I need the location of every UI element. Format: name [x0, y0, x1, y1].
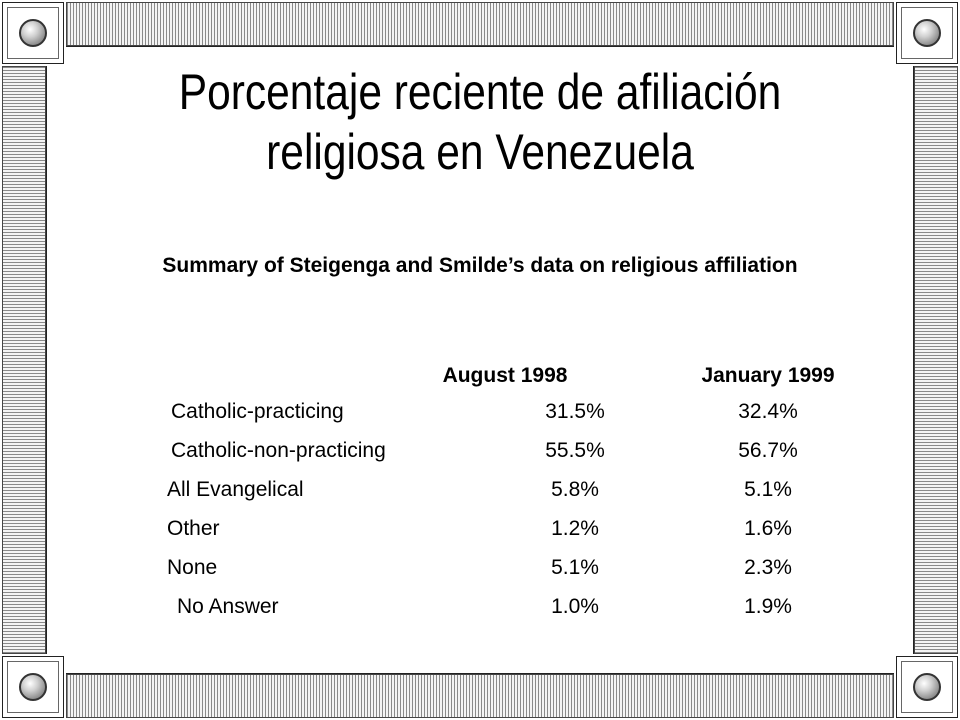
value-jan1999-none: 2.3%	[744, 556, 792, 579]
value-aug1998-catholic-practicing: 31.5%	[545, 400, 605, 423]
value-aug1998-no-answer: 1.0%	[551, 595, 599, 618]
value-jan1999-other: 1.6%	[744, 517, 792, 540]
value-jan1999-catholic-practicing: 32.4%	[738, 400, 798, 423]
frame-corner-top-right	[896, 2, 958, 64]
value-aug1998-all-evangelical: 5.8%	[551, 478, 599, 501]
frame-top-border	[66, 2, 894, 46]
frame-right-border	[914, 66, 958, 654]
value-jan1999-no-answer: 1.9%	[744, 595, 792, 618]
slide-subtitle: Summary of Steigenga and Smilde’s data o…	[162, 254, 798, 277]
frame-corner-top-left	[2, 2, 64, 64]
corner-ball-icon	[19, 673, 47, 701]
row-label-none: None	[167, 556, 218, 579]
corner-ball-icon	[913, 673, 941, 701]
frame-bottom-border	[66, 674, 894, 718]
column-header-january-1999: January 1999	[701, 364, 835, 387]
value-jan1999-all-evangelical: 5.1%	[744, 478, 792, 501]
value-aug1998-none: 5.1%	[551, 556, 599, 579]
value-aug1998-other: 1.2%	[551, 517, 599, 540]
frame-inner-line-bottom	[66, 673, 894, 674]
row-label-no-answer: No Answer	[177, 595, 279, 618]
value-jan1999-catholic-non-practicing: 56.7%	[738, 439, 798, 462]
frame-corner-bottom-left	[2, 656, 64, 718]
row-label-catholic-practicing: Catholic-practicing	[171, 400, 344, 423]
frame-corner-bottom-right	[896, 656, 958, 718]
frame-inner-line-top	[66, 46, 894, 47]
corner-ball-icon	[913, 19, 941, 47]
corner-ball-icon	[19, 19, 47, 47]
frame-inner-line-right	[913, 66, 914, 654]
frame-inner-line-left	[46, 66, 47, 654]
slide-title: Porcentaje reciente de afiliación religi…	[178, 64, 782, 180]
row-label-all-evangelical: All Evangelical	[167, 478, 304, 501]
row-label-other: Other	[167, 517, 220, 540]
column-header-august-1998: August 1998	[442, 364, 568, 387]
frame-left-border	[2, 66, 46, 654]
row-label-catholic-non-practicing: Catholic-non-practicing	[171, 439, 386, 462]
value-aug1998-catholic-non-practicing: 55.5%	[545, 439, 605, 462]
